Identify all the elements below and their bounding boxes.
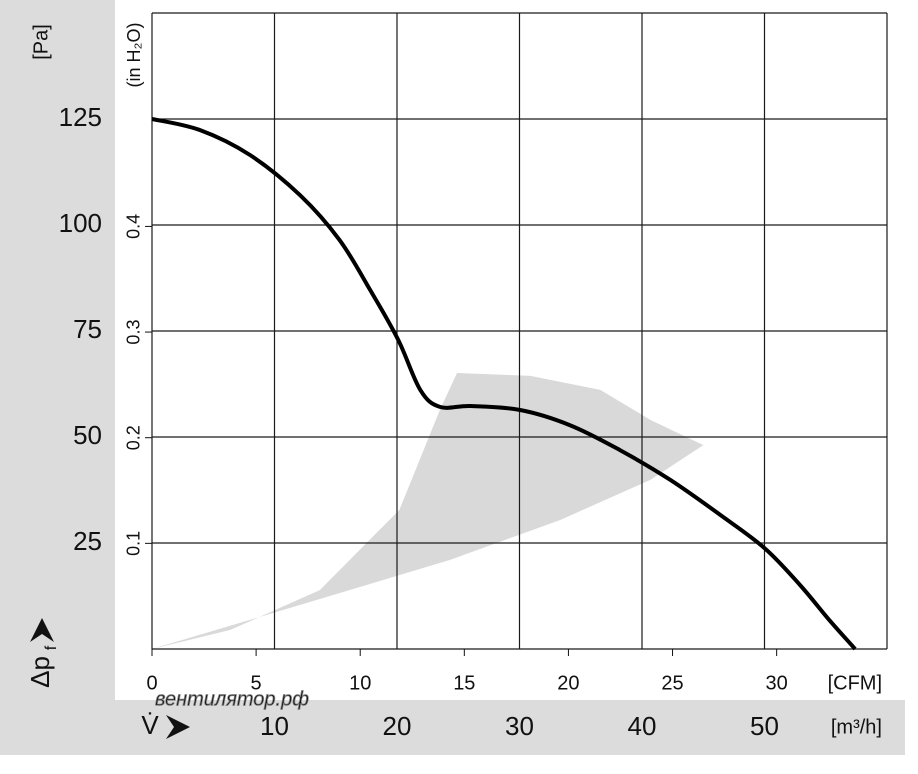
- y-tick-label: 25: [73, 526, 102, 556]
- x2-tick-label: 5: [251, 672, 262, 694]
- x2-tick-label: 10: [349, 672, 371, 694]
- y-tick-label: 50: [73, 420, 102, 450]
- y-tick-label: 125: [59, 102, 102, 132]
- x2-tick-label: 30: [766, 672, 788, 694]
- watermark: вентилятор.рф: [155, 688, 309, 710]
- x-axis-band: [0, 700, 905, 755]
- x-tick-label: 10: [260, 711, 289, 741]
- x-label: V̇: [141, 710, 159, 740]
- y2-tick-label: 0.4: [124, 214, 144, 239]
- y-label: Δp: [25, 656, 55, 688]
- x-tick-label: 20: [383, 711, 412, 741]
- y-arrow: [30, 618, 54, 642]
- y-tick-label: 75: [73, 314, 102, 344]
- y2-label: (in H₂O): [124, 23, 144, 88]
- y2-tick-label: 0.2: [124, 425, 144, 450]
- x-arrow: [166, 715, 190, 739]
- x2-tick-label: 25: [661, 672, 683, 694]
- operating-band: [152, 373, 704, 649]
- x-tick-label: 30: [505, 711, 534, 741]
- y-axis-band: [0, 0, 115, 755]
- x-tick-label: 50: [750, 711, 779, 741]
- fan-curve: [151, 117, 857, 651]
- y2-tick-label: 0.3: [124, 320, 144, 345]
- x-unit: [m³/h]: [831, 716, 882, 738]
- y-tick-label: 100: [59, 208, 102, 238]
- x-tick-label: 40: [628, 711, 657, 741]
- y-unit: [Pa]: [30, 24, 52, 60]
- x2-unit: [CFM]: [828, 672, 882, 694]
- x2-tick-label: 20: [557, 672, 579, 694]
- y2-tick-label: 0.1: [124, 531, 144, 556]
- x2-tick-label: 15: [453, 672, 475, 694]
- x2-tick-label: 0: [146, 672, 157, 694]
- y-label-sub: f: [43, 645, 60, 650]
